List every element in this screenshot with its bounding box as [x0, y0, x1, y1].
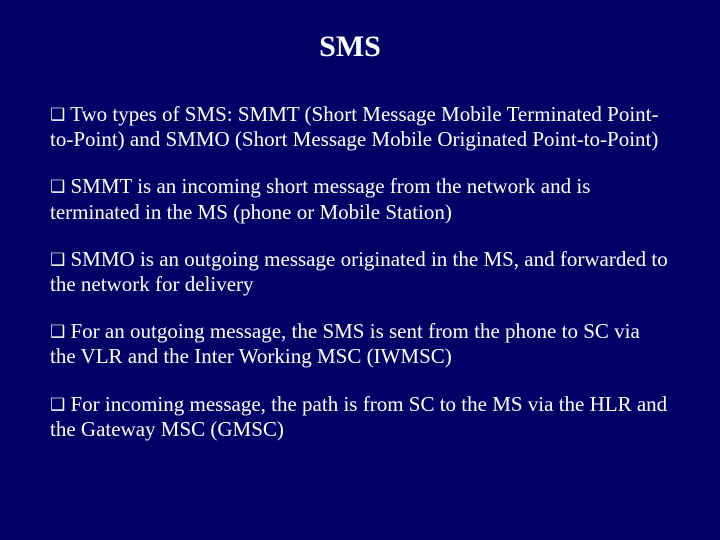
bullet-item: ❑ For an outgoing message, the SMS is se…: [50, 319, 670, 369]
bullet-item: ❑ SMMO is an outgoing message originated…: [50, 247, 670, 297]
bullet-icon: ❑: [50, 395, 65, 415]
bullet-icon: ❑: [50, 250, 65, 270]
bullet-text: SMMT is an incoming short message from t…: [50, 174, 590, 223]
bullet-text: For incoming message, the path is from S…: [50, 392, 667, 441]
bullet-icon: ❑: [50, 322, 65, 342]
bullet-text: For an outgoing message, the SMS is sent…: [50, 319, 640, 368]
bullet-item: ❑ SMMT is an incoming short message from…: [50, 174, 670, 224]
slide: SMS ❑ Two types of SMS: SMMT (Short Mess…: [0, 0, 720, 540]
bullet-text: SMMO is an outgoing message originated i…: [50, 247, 668, 296]
bullet-icon: ❑: [50, 105, 65, 125]
bullet-icon: ❑: [50, 177, 65, 197]
bullet-item: ❑ Two types of SMS: SMMT (Short Message …: [50, 102, 670, 152]
slide-title: SMS: [30, 30, 670, 64]
bullet-item: ❑ For incoming message, the path is from…: [50, 392, 670, 442]
bullet-text: Two types of SMS: SMMT (Short Message Mo…: [50, 102, 658, 151]
